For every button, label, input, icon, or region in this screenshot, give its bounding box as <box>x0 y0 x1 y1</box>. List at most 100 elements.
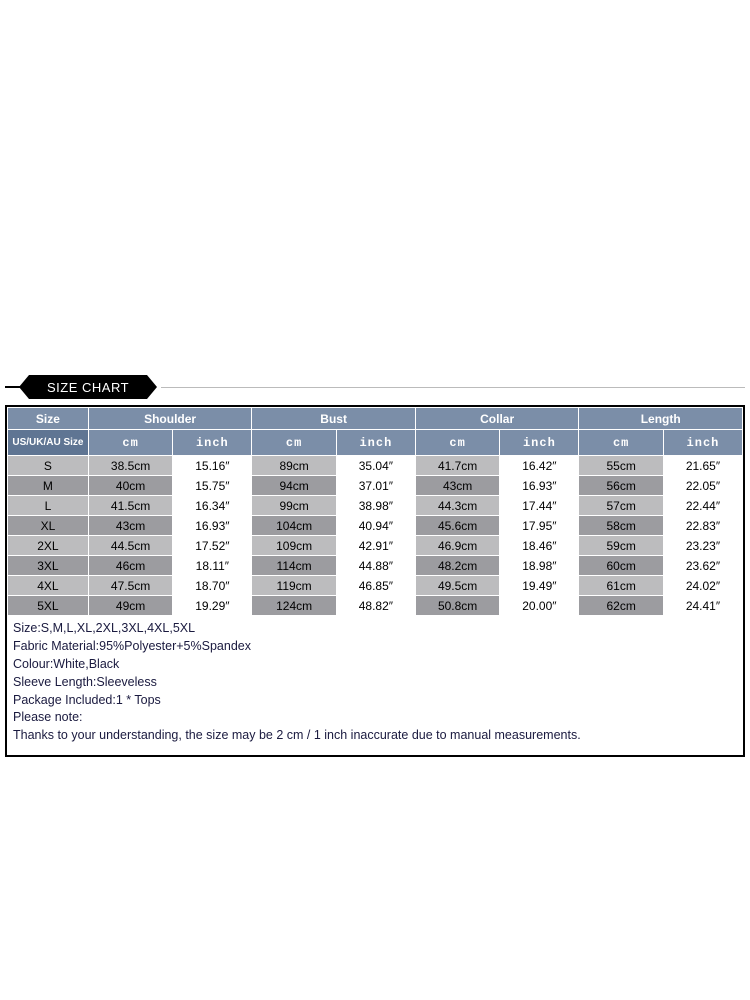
table-body: S38.5cm15.16″89cm35.04″41.7cm16.42″55cm2… <box>8 456 743 616</box>
col-bust-cm: cm <box>252 430 337 456</box>
size-cell: 4XL <box>8 576 89 596</box>
note-line: Package Included:1 * Tops <box>13 692 737 709</box>
inch-cell: 40.94″ <box>336 516 415 536</box>
cm-cell: 49.5cm <box>415 576 500 596</box>
inch-cell: 16.42″ <box>500 456 579 476</box>
size-cell: 2XL <box>8 536 89 556</box>
cm-cell: 61cm <box>579 576 664 596</box>
inch-cell: 24.02″ <box>663 576 742 596</box>
inch-cell: 24.41″ <box>663 596 742 616</box>
inch-cell: 46.85″ <box>336 576 415 596</box>
cm-cell: 109cm <box>252 536 337 556</box>
size-table: Size Shoulder Bust Collar Length US/UK/A… <box>7 407 743 616</box>
cm-cell: 44.5cm <box>88 536 173 556</box>
cm-cell: 49cm <box>88 596 173 616</box>
cm-cell: 89cm <box>252 456 337 476</box>
table-row: 5XL49cm19.29″124cm48.82″50.8cm20.00″62cm… <box>8 596 743 616</box>
inch-cell: 16.34″ <box>173 496 252 516</box>
inch-cell: 19.29″ <box>173 596 252 616</box>
note-line: Fabric Material:95%Polyester+5%Spandex <box>13 638 737 655</box>
table-row: 2XL44.5cm17.52″109cm42.91″46.9cm18.46″59… <box>8 536 743 556</box>
inch-cell: 18.11″ <box>173 556 252 576</box>
note-line: Thanks to your understanding, the size m… <box>13 727 737 744</box>
cm-cell: 47.5cm <box>88 576 173 596</box>
cm-cell: 58cm <box>579 516 664 536</box>
cm-cell: 124cm <box>252 596 337 616</box>
header-row-1: Size Shoulder Bust Collar Length <box>8 408 743 430</box>
banner-line <box>161 387 745 388</box>
cm-cell: 44.3cm <box>415 496 500 516</box>
size-cell: M <box>8 476 89 496</box>
inch-cell: 22.44″ <box>663 496 742 516</box>
inch-cell: 18.46″ <box>500 536 579 556</box>
size-cell: XL <box>8 516 89 536</box>
col-shoulder: Shoulder <box>88 408 252 430</box>
table-row: L41.5cm16.34″99cm38.98″44.3cm17.44″57cm2… <box>8 496 743 516</box>
inch-cell: 19.49″ <box>500 576 579 596</box>
cm-cell: 59cm <box>579 536 664 556</box>
table-row: 4XL47.5cm18.70″119cm46.85″49.5cm19.49″61… <box>8 576 743 596</box>
note-line: Size:S,M,L,XL,2XL,3XL,4XL,5XL <box>13 620 737 637</box>
table-row: XL43cm16.93″104cm40.94″45.6cm17.95″58cm2… <box>8 516 743 536</box>
cm-cell: 46cm <box>88 556 173 576</box>
cm-cell: 41.7cm <box>415 456 500 476</box>
banner-row: SIZE CHART <box>5 375 745 399</box>
cm-cell: 43cm <box>415 476 500 496</box>
cm-cell: 94cm <box>252 476 337 496</box>
inch-cell: 16.93″ <box>500 476 579 496</box>
size-cell: 5XL <box>8 596 89 616</box>
size-chart-container: SIZE CHART Size Shoulder Bust Collar Len… <box>5 375 745 757</box>
cm-cell: 48.2cm <box>415 556 500 576</box>
cm-cell: 38.5cm <box>88 456 173 476</box>
inch-cell: 38.98″ <box>336 496 415 516</box>
cm-cell: 40cm <box>88 476 173 496</box>
col-collar-in: inch <box>500 430 579 456</box>
table-head: Size Shoulder Bust Collar Length US/UK/A… <box>8 408 743 456</box>
col-length-cm: cm <box>579 430 664 456</box>
col-collar-cm: cm <box>415 430 500 456</box>
cm-cell: 119cm <box>252 576 337 596</box>
header-row-2: US/UK/AU Size cm inch cm inch cm inch cm… <box>8 430 743 456</box>
note-line: Colour:White,Black <box>13 656 737 673</box>
table-row: 3XL46cm18.11″114cm44.88″48.2cm18.98″60cm… <box>8 556 743 576</box>
col-bust-in: inch <box>336 430 415 456</box>
table-row: M40cm15.75″94cm37.01″43cm16.93″56cm22.05… <box>8 476 743 496</box>
col-size: Size <box>8 408 89 430</box>
inch-cell: 23.62″ <box>663 556 742 576</box>
cm-cell: 55cm <box>579 456 664 476</box>
inch-cell: 15.75″ <box>173 476 252 496</box>
inch-cell: 22.83″ <box>663 516 742 536</box>
inch-cell: 37.01″ <box>336 476 415 496</box>
inch-cell: 48.82″ <box>336 596 415 616</box>
col-shoulder-cm: cm <box>88 430 173 456</box>
size-chart-banner: SIZE CHART <box>29 375 147 399</box>
inch-cell: 17.95″ <box>500 516 579 536</box>
size-cell: L <box>8 496 89 516</box>
inch-cell: 17.44″ <box>500 496 579 516</box>
cm-cell: 46.9cm <box>415 536 500 556</box>
inch-cell: 21.65″ <box>663 456 742 476</box>
col-length: Length <box>579 408 743 430</box>
col-bust: Bust <box>252 408 416 430</box>
size-cell: 3XL <box>8 556 89 576</box>
cm-cell: 99cm <box>252 496 337 516</box>
table-row: S38.5cm15.16″89cm35.04″41.7cm16.42″55cm2… <box>8 456 743 476</box>
size-cell: S <box>8 456 89 476</box>
inch-cell: 22.05″ <box>663 476 742 496</box>
cm-cell: 56cm <box>579 476 664 496</box>
inch-cell: 42.91″ <box>336 536 415 556</box>
col-size-sub: US/UK/AU Size <box>8 430 89 456</box>
banner-label: SIZE CHART <box>47 380 129 395</box>
col-shoulder-in: inch <box>173 430 252 456</box>
cm-cell: 43cm <box>88 516 173 536</box>
inch-cell: 18.70″ <box>173 576 252 596</box>
col-collar: Collar <box>415 408 579 430</box>
notes-block: Size:S,M,L,XL,2XL,3XL,4XL,5XLFabric Mate… <box>7 616 743 755</box>
inch-cell: 20.00″ <box>500 596 579 616</box>
inch-cell: 35.04″ <box>336 456 415 476</box>
inch-cell: 16.93″ <box>173 516 252 536</box>
cm-cell: 45.6cm <box>415 516 500 536</box>
inch-cell: 23.23″ <box>663 536 742 556</box>
cm-cell: 57cm <box>579 496 664 516</box>
cm-cell: 50.8cm <box>415 596 500 616</box>
